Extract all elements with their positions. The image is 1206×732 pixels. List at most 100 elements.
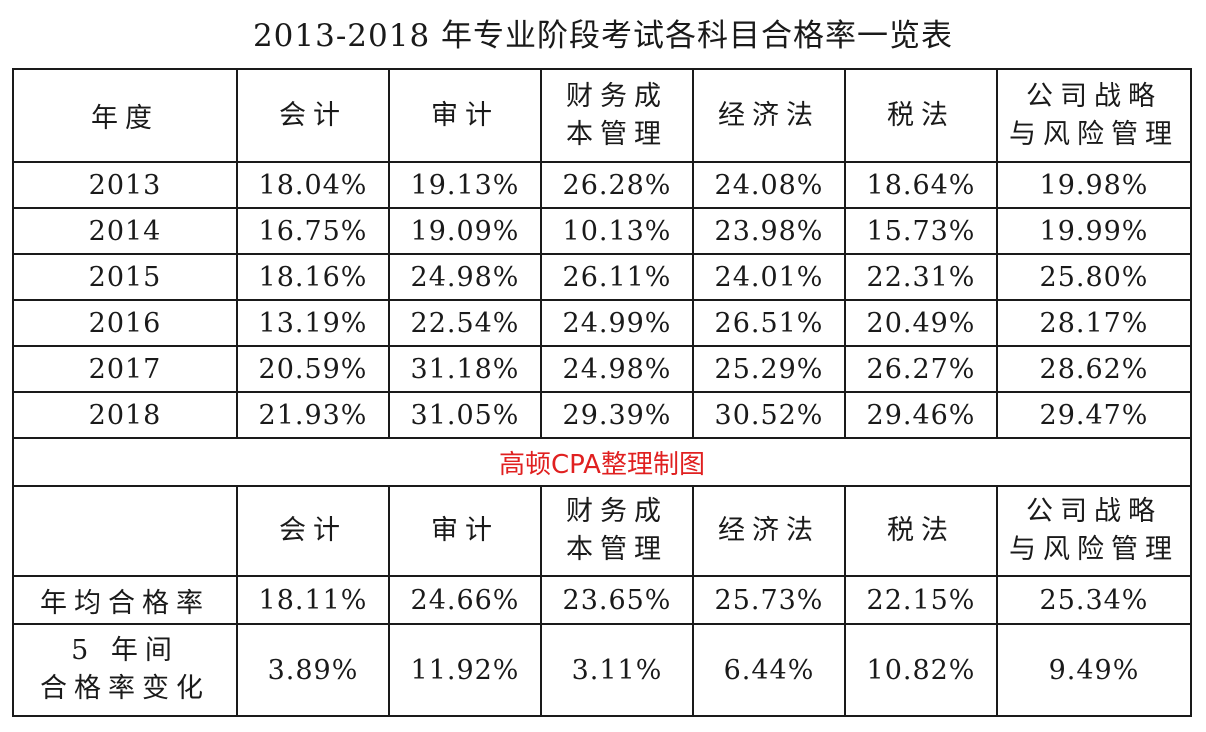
subject-header-cell: 税法 <box>844 485 998 577</box>
subject-header-cell: 公司战略 与风险管理 <box>996 68 1192 163</box>
credit-text: 高顿CPA整理制图 <box>12 437 1192 487</box>
pass-rate-cell: 18.16% <box>236 253 390 301</box>
pass-rate-cell: 18.64% <box>844 161 998 209</box>
rate-change-cell: 3.11% <box>540 623 694 717</box>
pass-rate-cell: 16.75% <box>236 207 390 255</box>
subject-header-line: 经济法 <box>718 515 820 546</box>
subject-header-cell: 会计 <box>236 485 390 577</box>
subject-header-line: 税法 <box>887 515 955 546</box>
pass-rate-cell: 21.93% <box>236 391 390 439</box>
change-label-line: 5 年间 <box>71 635 179 666</box>
pass-rate-cell: 18.04% <box>236 161 390 209</box>
table-row: 2016 13.19% 22.54% 24.99% 26.51% 20.49% 28.17% <box>12 299 1192 347</box>
pass-rate-cell: 19.99% <box>996 207 1192 255</box>
average-rate-cell: 24.66% <box>388 575 542 625</box>
subject-header-cell: 公司战略 与风险管理 <box>996 485 1192 577</box>
average-rate-cell: 22.15% <box>844 575 998 625</box>
change-label-line: 合格率变化 <box>40 673 210 704</box>
pass-rate-cell: 23.98% <box>692 207 846 255</box>
subject-header-line: 本管理 <box>566 534 668 565</box>
pass-rate-cell: 22.54% <box>388 299 542 347</box>
rate-change-cell: 6.44% <box>692 623 846 717</box>
summary-header-row: 会计 审计 财务成 本管理 经济法 税法 公司战略 与风险管理 <box>12 485 1192 577</box>
table-row: 2018 21.93% 31.05% 29.39% 30.52% 29.46% 29.47% <box>12 391 1192 439</box>
year-cell: 2013 <box>12 161 238 209</box>
pass-rate-cell: 26.51% <box>692 299 846 347</box>
header-label-cell <box>12 485 238 577</box>
subject-header-cell: 经济法 <box>692 485 846 577</box>
average-rate-cell: 25.73% <box>692 575 846 625</box>
pass-rate-cell: 24.08% <box>692 161 846 209</box>
table-row: 2014 16.75% 19.09% 10.13% 23.98% 15.73% 19.99% <box>12 207 1192 255</box>
subject-header-line: 公司战略 <box>1026 496 1162 527</box>
subject-header-line: 会计 <box>279 99 347 131</box>
average-rate-cell: 18.11% <box>236 575 390 625</box>
pass-rate-cell: 19.13% <box>388 161 542 209</box>
rate-change-cell: 11.92% <box>388 623 542 717</box>
subject-header-line: 税法 <box>887 99 955 131</box>
year-cell: 2017 <box>12 345 238 393</box>
pass-rate-cell: 20.59% <box>236 345 390 393</box>
year-cell: 2014 <box>12 207 238 255</box>
pass-rate-cell: 26.11% <box>540 253 694 301</box>
credit-row: 高顿CPA整理制图 <box>12 437 1192 487</box>
subject-header-cell: 审计 <box>388 68 542 163</box>
subject-header-line: 会计 <box>279 515 347 546</box>
change-label-cell: 5 年间合格率变化 <box>12 623 238 717</box>
subject-header-cell: 会计 <box>236 68 390 163</box>
rate-change-cell: 10.82% <box>844 623 998 717</box>
header-label-cell: 年度 <box>12 68 238 163</box>
subject-header-cell: 财务成 本管理 <box>540 485 694 577</box>
subject-header-line: 财务成 <box>566 496 668 527</box>
pass-rate-cell: 31.18% <box>388 345 542 393</box>
pass-rate-cell: 25.29% <box>692 345 846 393</box>
pass-rate-cell: 13.19% <box>236 299 390 347</box>
pass-rate-cell: 29.46% <box>844 391 998 439</box>
table-row: 2017 20.59% 31.18% 24.98% 25.29% 26.27% 28.62% <box>12 345 1192 393</box>
table-title: 2013-2018 年专业阶段考试各科目合格率一览表 <box>252 18 954 54</box>
average-label-cell: 年均合格率 <box>12 575 238 625</box>
subject-header-line: 审计 <box>431 99 499 131</box>
subject-header-line: 公司战略 <box>1026 80 1162 112</box>
pass-rate-cell: 29.47% <box>996 391 1192 439</box>
rate-change-cell: 9.49% <box>996 623 1192 717</box>
subject-header-line: 与风险管理 <box>1009 118 1179 150</box>
pass-rate-cell: 30.52% <box>692 391 846 439</box>
pass-rate-table: 年度 会计 审计 财务成 本管理 经济法 税法 公司战略 与风险管理 2013 18.04% 19.1… <box>12 68 1192 717</box>
subject-header-line: 审计 <box>431 515 499 546</box>
year-cell: 2015 <box>12 253 238 301</box>
year-cell: 2016 <box>12 299 238 347</box>
pass-rate-cell: 28.62% <box>996 345 1192 393</box>
pass-rate-cell: 19.98% <box>996 161 1192 209</box>
average-row: 年均合格率 18.11% 24.66% 23.65% 25.73% 22.15% 25.34… <box>12 575 1192 625</box>
subject-header-line: 本管理 <box>566 118 668 150</box>
change-row: 5 年间 合格率变化 3.89% 11.92% 3.11% 6.44% 10.82% 9.49… <box>12 623 1192 717</box>
subject-header-cell: 财务成 本管理 <box>540 68 694 163</box>
pass-rate-cell: 24.98% <box>388 253 542 301</box>
pass-rate-cell: 26.27% <box>844 345 998 393</box>
pass-rate-cell: 22.31% <box>844 253 998 301</box>
rate-change-cell: 3.89% <box>236 623 390 717</box>
pass-rate-cell: 10.13% <box>540 207 694 255</box>
pass-rate-cell: 26.28% <box>540 161 694 209</box>
pass-rate-cell: 20.49% <box>844 299 998 347</box>
pass-rate-cell: 24.98% <box>540 345 694 393</box>
pass-rate-cell: 28.17% <box>996 299 1192 347</box>
subject-header-cell: 经济法 <box>692 68 846 163</box>
pass-rate-cell: 25.80% <box>996 253 1192 301</box>
subject-header-cell: 审计 <box>388 485 542 577</box>
pass-rate-cell: 19.09% <box>388 207 542 255</box>
table-row: 2013 18.04% 19.13% 26.28% 24.08% 18.64% 19.98% <box>12 161 1192 209</box>
pass-rate-cell: 29.39% <box>540 391 694 439</box>
pass-rate-cell: 24.99% <box>540 299 694 347</box>
subject-header-line: 财务成 <box>566 80 668 112</box>
subject-header-line: 与风险管理 <box>1009 534 1179 565</box>
pass-rate-cell: 31.05% <box>388 391 542 439</box>
subject-header-line: 经济法 <box>718 99 820 131</box>
average-rate-cell: 25.34% <box>996 575 1192 625</box>
average-rate-cell: 23.65% <box>540 575 694 625</box>
pass-rate-cell: 24.01% <box>692 253 846 301</box>
table-row: 2015 18.16% 24.98% 26.11% 24.01% 22.31% 25.80% <box>12 253 1192 301</box>
year-cell: 2018 <box>12 391 238 439</box>
column-header-row: 年度 会计 审计 财务成 本管理 经济法 税法 公司战略 与风险管理 <box>12 68 1192 163</box>
